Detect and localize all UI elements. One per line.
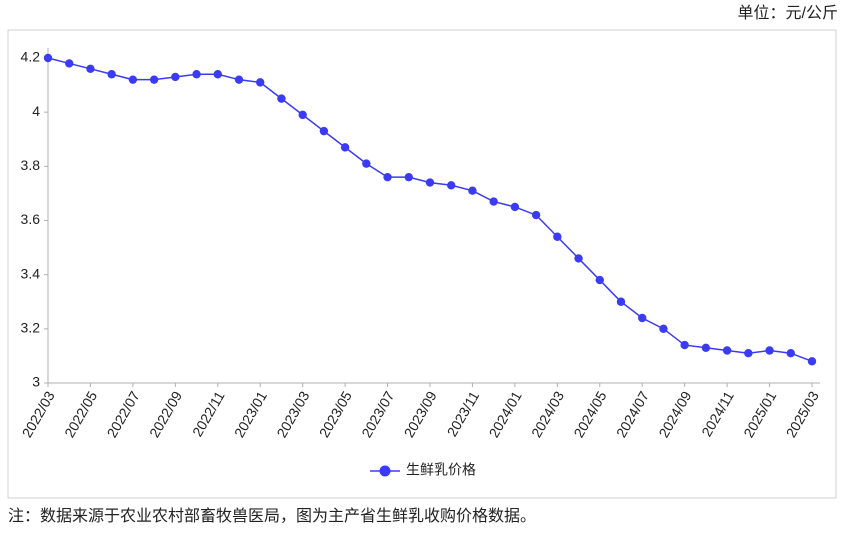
x-tick-label: 2024/03 xyxy=(528,388,567,440)
data-point xyxy=(638,313,647,323)
x-tick-label: 2023/01 xyxy=(231,388,270,440)
data-point xyxy=(362,159,371,168)
y-tick-label: 3.2 xyxy=(21,320,41,336)
data-point xyxy=(489,197,498,206)
note: 注：数据来源于农业农村部畜牧兽医局，图为主产省生鲜乳收购价格数据。 xyxy=(8,507,536,525)
data-point xyxy=(340,143,350,152)
data-point xyxy=(574,254,583,263)
data-point xyxy=(277,94,286,103)
y-tick-label: 4 xyxy=(32,103,40,119)
data-point xyxy=(680,340,689,350)
x-tick-label: 2023/03 xyxy=(273,388,312,440)
unit-label: 单位：元/公斤 xyxy=(738,4,838,22)
x-tick-label: 2023/07 xyxy=(358,388,397,440)
x-tick-label: 2022/05 xyxy=(61,388,100,440)
data-point xyxy=(319,126,329,136)
data-point xyxy=(234,75,244,84)
x-tick-label: 2023/05 xyxy=(316,388,355,440)
data-point xyxy=(765,346,774,355)
x-tick-label: 2024/05 xyxy=(570,388,609,440)
y-tick-label: 3 xyxy=(32,374,40,390)
data-point xyxy=(298,110,307,120)
data-point xyxy=(616,297,626,306)
data-point xyxy=(256,78,265,87)
legend-label: 生鲜乳价格 xyxy=(406,462,476,478)
data-point xyxy=(722,346,732,355)
y-tick-label: 3.8 xyxy=(21,157,41,173)
x-tick-label: 2022/07 xyxy=(104,388,143,440)
x-tick-label: 2024/11 xyxy=(698,388,737,439)
y-tick-label: 3.4 xyxy=(21,265,41,281)
data-point xyxy=(192,70,201,79)
data-point xyxy=(807,357,817,366)
x-tick-label: 2022/03 xyxy=(19,388,58,440)
data-point xyxy=(531,210,541,220)
data-point xyxy=(701,343,711,352)
data-point xyxy=(383,172,392,182)
x-tick-label: 2022/11 xyxy=(189,388,228,439)
series-line xyxy=(47,57,813,363)
x-tick-label: 2023/09 xyxy=(401,388,440,440)
data-point xyxy=(213,70,222,79)
y-tick-label: 3.6 xyxy=(21,211,41,227)
data-point xyxy=(171,72,180,82)
data-point xyxy=(595,275,604,285)
data-point xyxy=(425,178,435,187)
x-tick-label: 2024/01 xyxy=(486,388,525,440)
data-point xyxy=(468,186,477,195)
x-tick-label: 2024/07 xyxy=(613,388,652,440)
data-point xyxy=(659,324,668,334)
data-point xyxy=(510,202,520,212)
y-tick-label: 4.2 xyxy=(21,49,41,65)
data-point xyxy=(65,59,74,68)
data-point xyxy=(447,181,456,190)
data-point xyxy=(149,75,159,84)
data-point xyxy=(86,64,95,74)
x-tick-label: 2025/01 xyxy=(740,388,779,440)
x-tick-label: 2022/09 xyxy=(146,388,185,440)
data-point xyxy=(43,53,53,63)
data-point xyxy=(744,349,753,358)
chart-frame xyxy=(7,29,837,499)
x-tick-label: 2023/11 xyxy=(444,388,483,439)
data-point xyxy=(786,349,795,358)
data-point xyxy=(128,75,138,84)
data-point xyxy=(404,172,413,182)
x-tick-label: 2025/03 xyxy=(783,388,822,440)
legend-marker xyxy=(379,465,391,477)
data-point xyxy=(107,70,116,79)
x-tick-label: 2024/09 xyxy=(655,388,694,440)
data-point xyxy=(553,232,562,241)
